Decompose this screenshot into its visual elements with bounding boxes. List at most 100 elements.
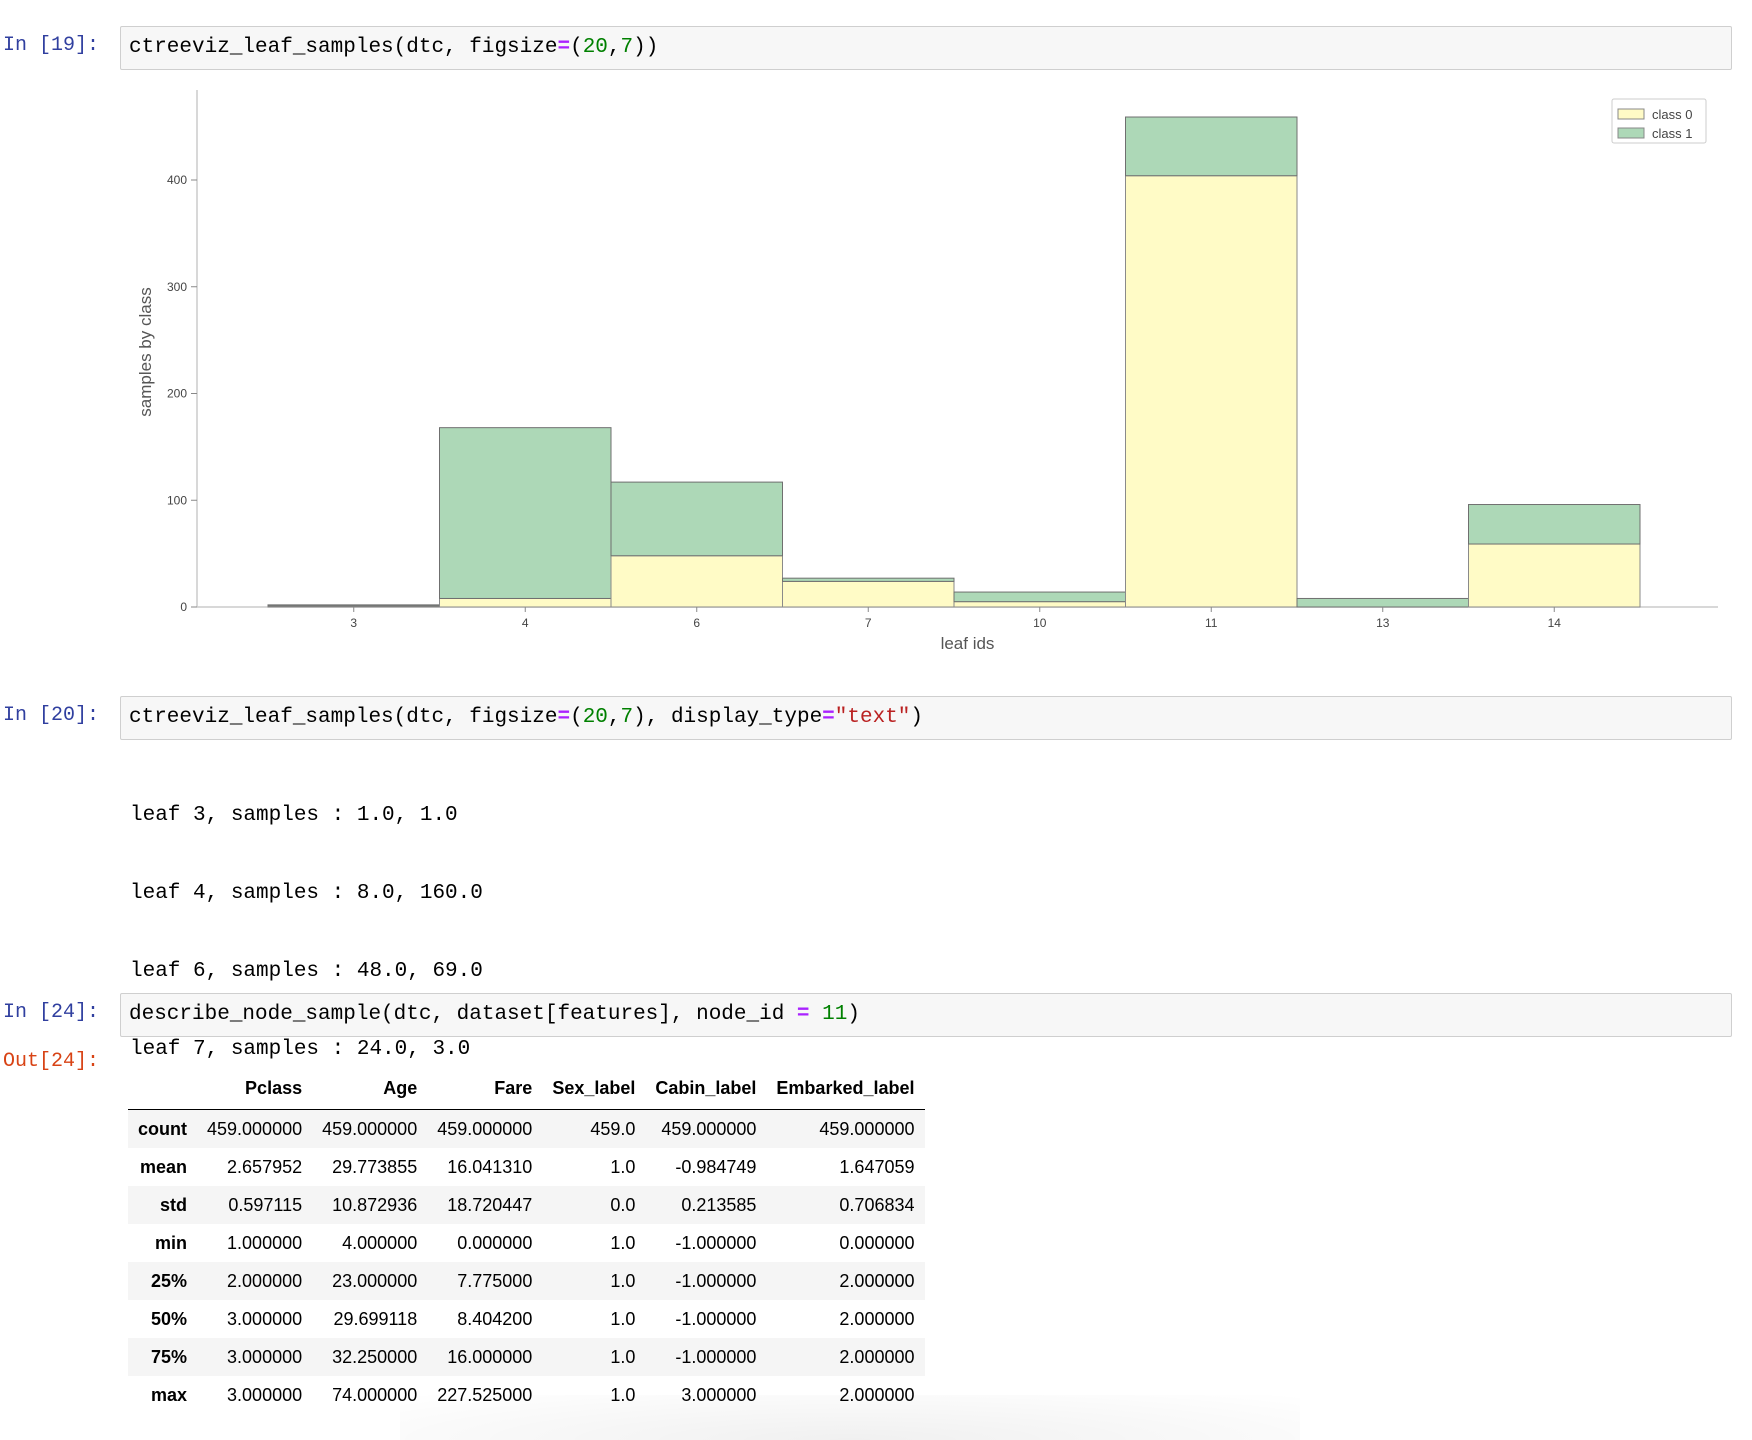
row-index-label: min [154,1232,187,1253]
table-cell: 8.404200 [457,1308,533,1329]
table-cell: 459.000000 [661,1118,757,1139]
bar-class-0 [610,555,783,608]
cell-20-stdout: leaf 3, samples : 1.0, 1.0 leaf 4, sampl… [130,751,508,1427]
bar-class-0 [1125,175,1298,608]
bar-class-1 [782,577,955,582]
code-token: "text" [834,706,911,729]
code-token: ) [847,1003,860,1026]
table-cell: 1.0 [610,1270,636,1291]
y-tick-label: 200 [167,387,187,401]
code-token: ), display_type [633,706,823,729]
cell-19-input[interactable]: ctreeviz_leaf_samples(dtc, figsize=(20,7… [120,26,1732,70]
code-token: = [796,1003,810,1026]
bottom-shadow [400,1395,1300,1440]
x-tick-label: 6 [693,616,700,630]
legend-swatch [1617,127,1645,139]
cell-20-input[interactable]: ctreeviz_leaf_samples(dtc, figsize=(20,7… [120,696,1732,740]
y-tick-label: 300 [167,280,187,294]
table-cell: -1.000000 [675,1346,757,1367]
bar-class-1 [953,591,1126,603]
table-cell: 74.000000 [332,1384,418,1405]
code-token: 11 [822,1003,848,1026]
code-token: describe_node_sample(dtc, dataset[featur… [129,1003,797,1026]
code-token: ctreeviz_leaf_samples(dtc, figsize [129,36,558,59]
cell-20-code[interactable]: ctreeviz_leaf_samples(dtc, figsize=(20,7… [129,706,923,729]
cell-24-code[interactable]: describe_node_sample(dtc, dataset[featur… [129,1003,860,1026]
code-token: 7 [620,706,634,729]
table-cell: 459.000000 [207,1118,303,1139]
describe-table: Pclass Age Fare Sex_label Cabin_label Em… [128,1067,925,1414]
y-tick-label: 100 [167,493,187,507]
legend-label: class 0 [1652,107,1692,122]
table-header-age: Age [312,1067,428,1110]
cell-24-input[interactable]: describe_node_sample(dtc, dataset[featur… [120,993,1732,1037]
table-row: mean 2.657952 29.773855 16.041310 1.0 -0.9847… [128,1148,925,1186]
bar-class-0 [1468,543,1641,608]
table-cell: 0.706834 [839,1194,915,1215]
x-tick-label: 3 [350,616,357,630]
table-cell: 7.775000 [457,1270,533,1291]
table-cell: 1.0 [610,1156,636,1177]
stdout-line: leaf 4, samples : 8.0, 160.0 [130,882,483,905]
code-token: ( [570,706,583,729]
row-index-label: 25% [150,1270,187,1291]
x-tick-label: 11 [1205,616,1218,630]
code-token: , [607,36,621,59]
row-index-label: mean [139,1156,187,1177]
table-cell: 23.000000 [332,1270,418,1291]
table-row: count 459.000000 459.000000 459.000000 459.0… [128,1109,925,1148]
table-cell: 32.250000 [332,1346,418,1367]
table-cell: 3.000000 [227,1346,303,1367]
code-token: )) [633,36,659,59]
table-cell: 18.720447 [447,1194,533,1215]
table-cell: 1.0 [610,1308,636,1329]
table-row: 75% 3.000000 32.250000 16.000000 1.0 -1.00000… [128,1338,925,1376]
stdout-line: leaf 6, samples : 48.0, 69.0 [130,960,483,983]
code-token: = [557,36,571,59]
x-tick-label: 13 [1376,616,1390,630]
table-row: std 0.597115 10.872936 18.720447 0.0 0.213585… [128,1186,925,1224]
table-cell: -0.984749 [675,1156,757,1177]
table-cell: 0.0 [610,1194,636,1215]
stdout-line: leaf 14, samples : 59.0, 37.0 [130,1350,496,1373]
cell-19-prompt: In [19]: [3,34,100,57]
table-cell: 1.000000 [227,1232,303,1253]
row-index-label: std [160,1194,187,1215]
bar-class-0 [953,601,1126,608]
table-cell: 3.000000 [227,1384,303,1405]
code-token: 20 [582,706,608,729]
table-cell: 3.000000 [645,1376,766,1414]
table-cell: 16.000000 [447,1346,533,1367]
x-tick-label: 7 [865,616,872,630]
table-cell: 0.597115 [228,1194,303,1215]
table-cell: 29.773855 [332,1156,418,1177]
stdout-line: leaf 3, samples : 1.0, 1.0 [130,804,458,827]
bar-class-0 [439,597,612,608]
legend-swatch [1617,108,1645,120]
table-cell: 3.000000 [227,1308,303,1329]
stdout-line: leaf 7, samples : 24.0, 3.0 [130,1038,471,1061]
table-cell: 1.0 [610,1346,636,1367]
table-cell: 29.699118 [333,1308,418,1329]
table-cell: 2.000000 [839,1308,915,1329]
cell-24-prompt: In [24]: [3,1001,100,1024]
table-cell: 459.000000 [437,1118,533,1139]
table-cell: 459.000000 [819,1118,915,1139]
row-index-label: count [138,1118,187,1139]
table-cell: 1.647059 [839,1156,915,1177]
table-cell: 2.000000 [839,1270,915,1291]
table-cell: -1.000000 [675,1270,757,1291]
leaf-samples-chart: 0 100 200 300 400 3 4 6 7 10 11 13 14 leaf ids samples… [136,90,1718,653]
cell-19-code[interactable]: ctreeviz_leaf_samples(dtc, figsize=(20,7… [129,36,658,59]
table-cell: 459.000000 [322,1118,418,1139]
table-cell: 10.872936 [332,1194,418,1215]
legend-label: class 1 [1652,126,1692,141]
y-axis-label: samples by class [136,287,155,416]
bar-class-1 [610,481,783,557]
table-cell: 459.0 [590,1118,636,1139]
code-token: 7 [620,36,634,59]
table-cell: 2.000000 [766,1376,924,1414]
table-cell: -1.000000 [675,1232,757,1253]
y-tick-label: 400 [167,173,187,187]
table-row: 25% 2.000000 23.000000 7.775000 1.0 -1.000000… [128,1262,925,1300]
